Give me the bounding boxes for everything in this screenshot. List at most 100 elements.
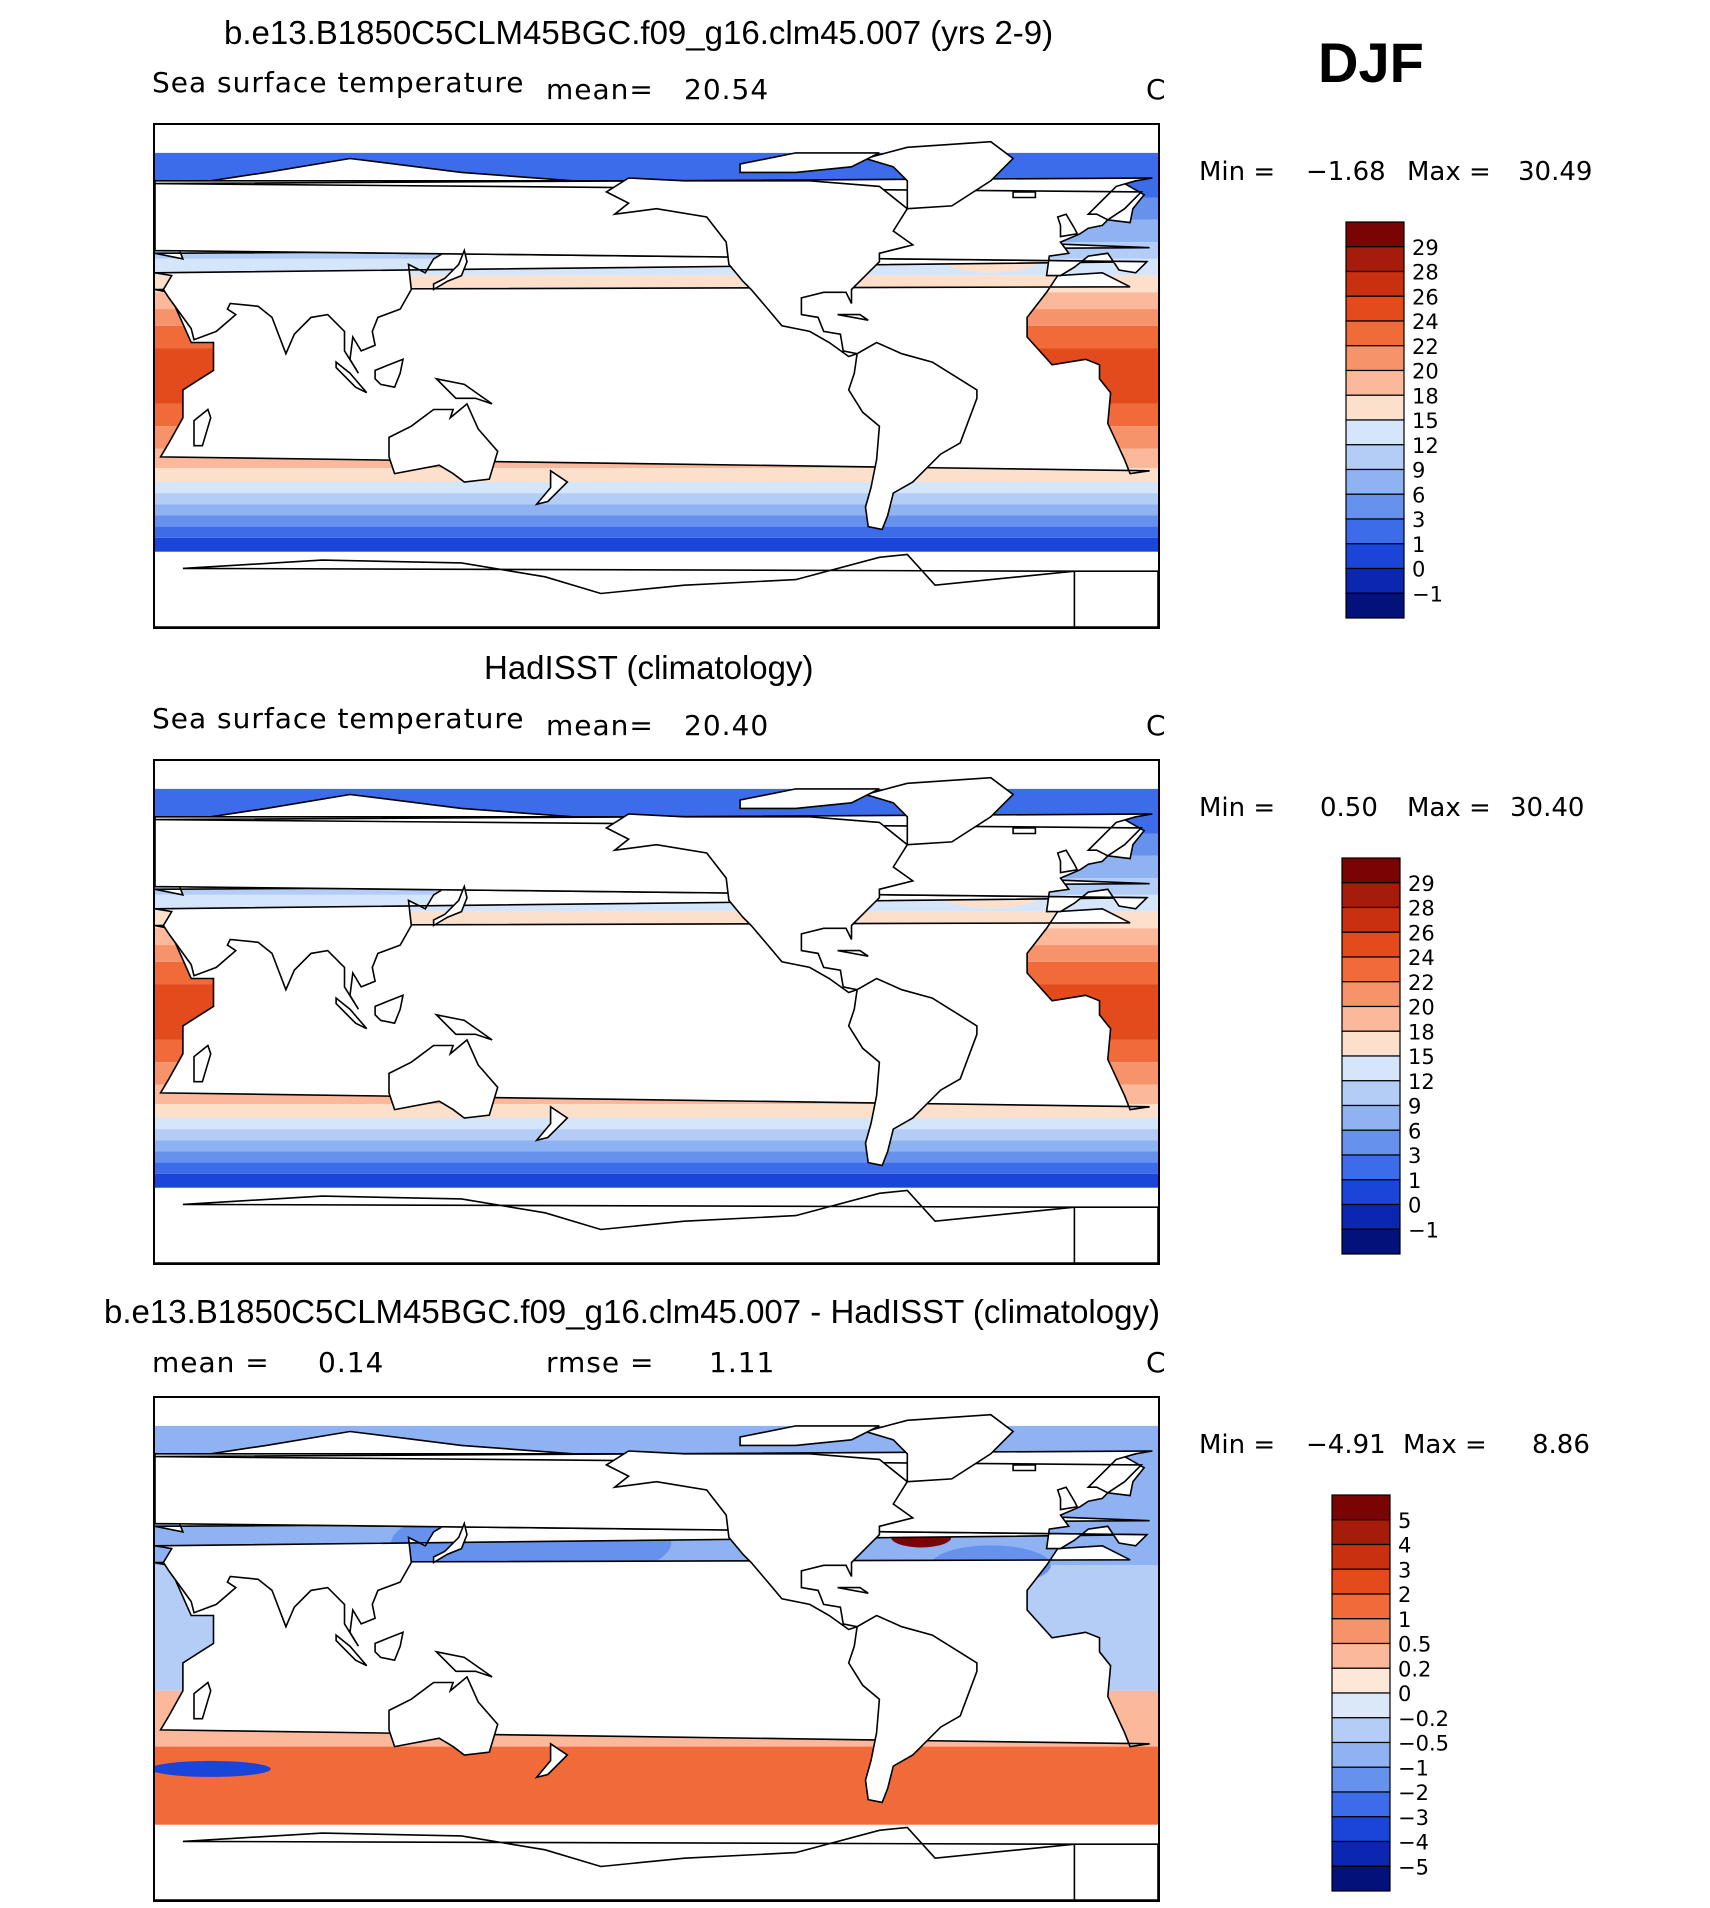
sst-band (155, 1162, 1158, 1174)
land-mass (1056, 213, 1079, 238)
colorbar-box (1341, 1203, 1401, 1230)
sst-band (155, 493, 1158, 505)
diff-agulhas-cold (155, 1760, 271, 1777)
land-mass (155, 1189, 1158, 1263)
colorbar-box (1345, 345, 1405, 372)
colorbar-box (1331, 1618, 1391, 1645)
colorbar-box (1345, 592, 1405, 619)
panel-diff-max-label: Max = (1403, 1430, 1487, 1460)
colorbar-box (1331, 1717, 1391, 1744)
colorbar-box (1345, 369, 1405, 396)
colorbar-tick-label: 24 (1412, 310, 1439, 334)
colorbar-tick-label: 29 (1408, 872, 1435, 896)
colorbar-tick-label: 0 (1398, 1682, 1411, 1706)
panel-diff-mean-value: 0.14 (318, 1346, 385, 1379)
colorbar-tick-label: 28 (1412, 261, 1439, 285)
land-mass (335, 996, 368, 1030)
land-mass (432, 1520, 468, 1564)
land-mass (155, 1826, 1158, 1900)
colorbar-box (1331, 1741, 1391, 1768)
panel-obs-units: C (1146, 709, 1167, 742)
colorbar-box (1345, 567, 1405, 594)
colorbar-box (1341, 1055, 1401, 1082)
panel-obs-max-value: 30.40 (1510, 793, 1585, 823)
colorbar-box (1341, 1129, 1401, 1156)
panel-diff-title: b.e13.B1850C5CLM45BGC.f09_g16.clm45.007 … (104, 1293, 1160, 1330)
land-mass (847, 977, 978, 1167)
land-mass (433, 377, 493, 405)
panel-model-min-label: Min = (1199, 157, 1276, 187)
colorbar-tick-label: 9 (1408, 1095, 1421, 1119)
panel-diff-units: C (1146, 1346, 1167, 1379)
colorbar-box (1341, 1030, 1401, 1057)
panel-obs-min-value: 0.50 (1320, 793, 1378, 823)
colorbar-tick-label: −1 (1412, 582, 1443, 606)
land-mass (534, 1742, 569, 1779)
panel-diff-rmse-value: 1.11 (709, 1346, 776, 1379)
panel-model-mean-label: mean= (546, 73, 654, 106)
colorbar-tick-label: 18 (1408, 1020, 1435, 1044)
colorbar-box (1331, 1667, 1391, 1694)
land-mass (193, 1044, 212, 1083)
colorbar-box (1331, 1840, 1391, 1867)
panel-diff-map-svg (155, 1398, 1158, 1900)
colorbar-box (1331, 1494, 1391, 1521)
diff-band-so (155, 1746, 1158, 1825)
colorbar-tick-label: 3 (1398, 1558, 1411, 1582)
colorbar-tick-label: 0.5 (1398, 1633, 1431, 1657)
panel-model-units: C (1146, 73, 1167, 106)
colorbar-box (1345, 246, 1405, 273)
colorbar-box (1345, 270, 1405, 297)
panel-diff-rmse-label: rmse = (546, 1346, 655, 1379)
colorbar-tick-label: 1 (1412, 533, 1425, 557)
colorbar-box (1331, 1593, 1391, 1620)
sst-band (155, 515, 1158, 527)
colorbar-box (1331, 1692, 1391, 1719)
sst-band (155, 504, 1158, 516)
land-mass (1012, 1464, 1037, 1472)
land-mass (1056, 1486, 1079, 1511)
colorbar-tick-label: 0 (1412, 558, 1425, 582)
land-mass (432, 883, 468, 927)
panel-model-colorbar: 29 28 26 24 22 20 18 15 12 9 6 3 1 0 −1 (1345, 221, 1443, 620)
colorbar-box (1345, 419, 1405, 446)
sst-band (155, 481, 1158, 494)
map-field (155, 1398, 1158, 1900)
land-mass (534, 469, 569, 506)
colorbar-box (1331, 1766, 1391, 1793)
panel-obs-min-label: Min = (1199, 793, 1276, 823)
land-mass (847, 1614, 978, 1804)
colorbar-box (1341, 1179, 1401, 1206)
land-mass (433, 1650, 493, 1678)
panel-obs-title: HadISST (climatology) (484, 649, 814, 686)
colorbar-tick-label: 26 (1412, 285, 1439, 309)
colorbar-tick-label: −2 (1398, 1781, 1429, 1805)
land-mass (862, 140, 1015, 210)
colorbar-box (1331, 1519, 1391, 1546)
colorbar-box (1341, 1005, 1401, 1032)
sst-band (155, 1173, 1158, 1188)
land-mass (388, 1038, 499, 1119)
panel-model-map-svg (155, 125, 1158, 627)
land-mass (1012, 827, 1037, 835)
colorbar-box (1331, 1865, 1391, 1892)
colorbar-tick-label: −1 (1398, 1756, 1429, 1780)
colorbar-box (1341, 1228, 1401, 1255)
colorbar-tick-label: 1 (1408, 1169, 1421, 1193)
colorbar-tick-label: 24 (1408, 946, 1435, 970)
colorbar-tick-label: 28 (1408, 897, 1435, 921)
land-mass (155, 813, 1153, 857)
colorbar-box (1345, 394, 1405, 421)
panel-model-map (153, 123, 1160, 629)
land-mass (739, 1425, 880, 1447)
colorbar-tick-label: 4 (1398, 1534, 1411, 1558)
colorbar-box (1341, 882, 1401, 909)
sst-band (155, 526, 1158, 538)
panel-model-mean-value: 20.54 (684, 73, 770, 106)
colorbar-tick-label: 22 (1408, 971, 1435, 995)
colorbar-tick-label: 3 (1412, 508, 1425, 532)
land-mass (862, 776, 1015, 846)
land-mass (335, 360, 368, 394)
colorbar-tick-label: 6 (1408, 1119, 1421, 1143)
